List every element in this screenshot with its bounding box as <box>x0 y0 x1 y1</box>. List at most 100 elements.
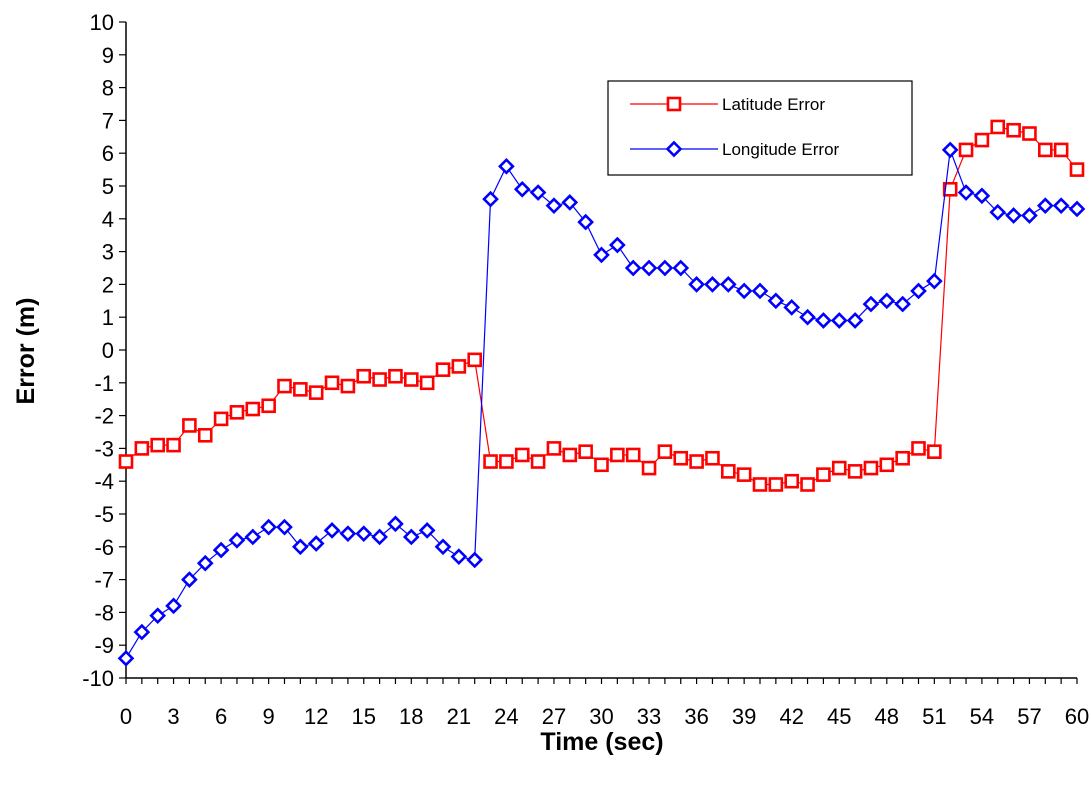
longitude-error-point <box>1036 197 1054 215</box>
longitude-error-point <box>719 276 737 293</box>
latitude-error-point <box>197 427 213 443</box>
latitude-error-point <box>150 437 165 453</box>
longitude-error-point <box>149 607 167 625</box>
latitude-error-point <box>229 405 245 420</box>
latitude-error-point <box>895 450 910 466</box>
longitude-error-point <box>307 535 325 552</box>
latitude-error-point <box>990 119 1006 135</box>
latitude-error-point <box>673 450 689 466</box>
latitude-error-point <box>546 441 562 456</box>
latitude-error-point <box>689 454 704 469</box>
longitude-error-point <box>1021 207 1038 224</box>
longitude-error-point <box>973 187 991 205</box>
y-axis-title: Error (m) <box>12 298 40 405</box>
longitude-error-point <box>529 184 547 201</box>
latitude-error-point <box>435 362 451 377</box>
longitude-error-point <box>767 292 785 310</box>
longitude-error-point <box>323 522 341 539</box>
longitude-error-point <box>244 528 262 546</box>
latitude-error-point <box>927 444 942 459</box>
longitude-error-point <box>260 518 277 536</box>
x-tick-label: 57 <box>1017 704 1041 729</box>
longitude-error-point <box>513 180 531 198</box>
latitude-error-point <box>166 437 181 453</box>
longitude-error-point <box>117 649 135 667</box>
y-tick-label: -5 <box>94 502 114 527</box>
latitude-error-point <box>705 450 720 466</box>
y-tick-label: 10 <box>90 10 114 35</box>
longitude-error-point <box>672 259 690 277</box>
y-tick-label: -1 <box>94 371 114 396</box>
latitude-error-point <box>261 398 276 414</box>
longitude-error-point <box>926 272 943 290</box>
longitude-error-point <box>957 184 975 201</box>
latitude-error-point <box>467 352 483 368</box>
longitude-error-point <box>212 541 230 559</box>
latitude-error-point <box>403 372 419 387</box>
legend-item-latitude-error: Latitude Error <box>630 95 825 114</box>
longitude-error-point <box>846 312 864 329</box>
longitude-error-point <box>894 295 911 313</box>
x-tick-label: 33 <box>637 704 661 729</box>
latitude-error-point <box>388 368 403 384</box>
latitude-error-point <box>974 132 990 148</box>
longitude-error-point <box>339 525 357 543</box>
x-tick-label: 30 <box>589 704 613 729</box>
x-tick-label: 51 <box>922 704 946 729</box>
longitude-error-point <box>830 312 848 329</box>
latitude-error-point <box>182 418 197 433</box>
longitude-error-point <box>609 236 626 254</box>
y-tick-label: 4 <box>102 207 114 232</box>
x-tick-label: 27 <box>542 704 566 729</box>
longitude-error-point <box>624 259 642 277</box>
y-tick-label: 5 <box>102 174 114 199</box>
x-tick-label: 36 <box>684 704 708 729</box>
latitude-error-point <box>831 460 847 476</box>
legend: Latitude Error Longitude Error <box>607 80 913 176</box>
longitude-error-point <box>466 551 484 569</box>
y-tick-label: -6 <box>94 535 114 560</box>
y-tick-label: -4 <box>94 469 114 494</box>
longitude-error-point <box>561 194 579 211</box>
y-tick-label: -2 <box>94 404 114 429</box>
longitude-error-point <box>133 623 151 641</box>
latitude-error-point <box>1038 142 1053 158</box>
latitude-error-point <box>324 375 340 391</box>
x-tick-label: 39 <box>732 704 756 729</box>
x-tick-label: 54 <box>970 704 994 729</box>
latitude-error-point <box>736 467 752 482</box>
latitude-error-point <box>641 460 657 476</box>
latitude-error-point <box>293 382 308 397</box>
longitude-error-point <box>1068 200 1086 218</box>
longitude-error-point <box>593 246 610 264</box>
latitude-error-point <box>499 454 514 469</box>
y-tick-label: -10 <box>82 666 114 691</box>
latitude-error-point <box>1053 142 1069 158</box>
latitude-error-point <box>134 441 150 456</box>
longitude-error-point <box>276 518 293 536</box>
longitude-error-point <box>910 282 927 300</box>
x-tick-label: 42 <box>779 704 803 729</box>
y-tick-label: 7 <box>102 108 114 133</box>
latitude-error-line <box>125 126 1078 486</box>
y-tick-label: -3 <box>94 436 114 461</box>
latitude-error-point <box>625 447 641 463</box>
longitude-error-point <box>355 525 373 543</box>
longitude-error-point <box>878 292 896 310</box>
latitude-error-point <box>1069 162 1085 177</box>
y-tick-label: 3 <box>102 240 114 265</box>
latitude-error-point <box>800 477 815 492</box>
longitude-error-point <box>577 213 594 231</box>
longitude-error-point <box>434 538 452 556</box>
longitude-error-point <box>387 515 404 533</box>
latitude-error-point <box>451 359 467 374</box>
legend-box <box>607 80 913 176</box>
longitude-error-point <box>751 282 769 300</box>
latitude-error-point <box>578 444 593 459</box>
latitude-error-point <box>594 457 609 473</box>
longitude-error-point <box>402 528 420 546</box>
plot-series <box>117 119 1086 667</box>
x-tick-label: 24 <box>494 704 518 729</box>
latitude-error-point <box>356 368 372 384</box>
